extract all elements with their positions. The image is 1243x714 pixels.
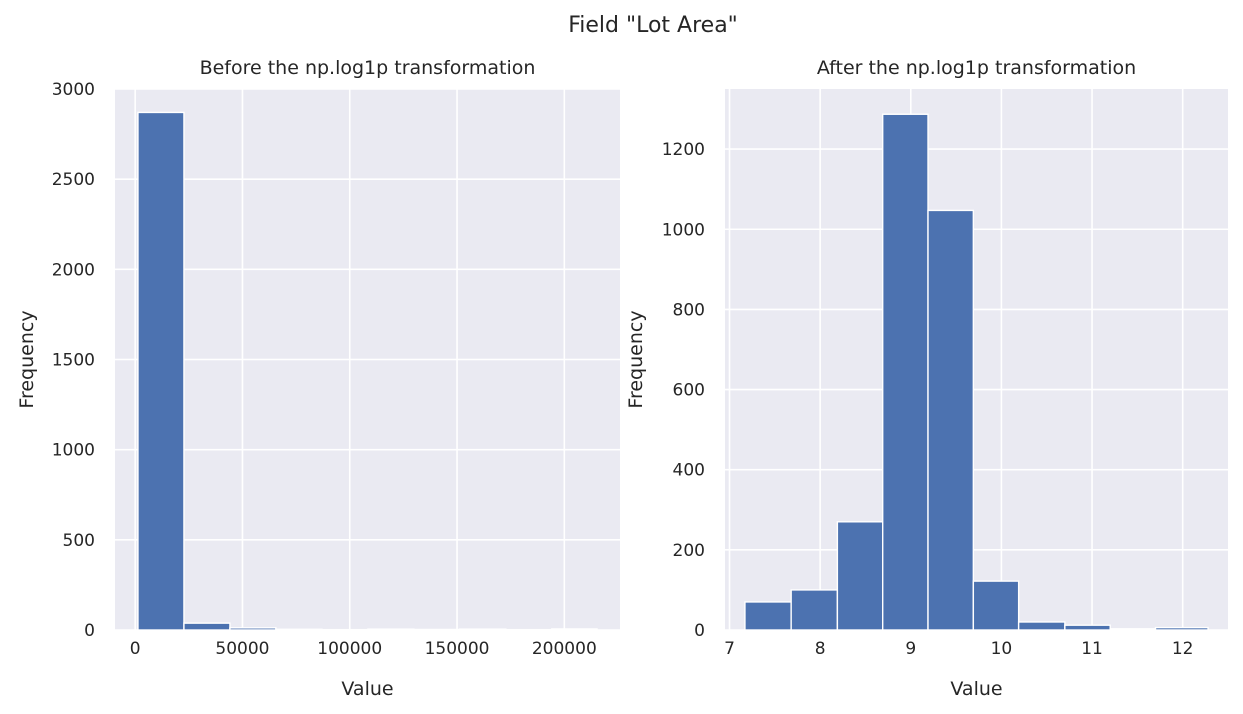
after-x-tick-label: 9 (905, 639, 916, 659)
after-plot-area (725, 89, 1228, 630)
before-chart-title: Before the np.log1p transformation (200, 57, 536, 79)
after-bar (836, 521, 884, 631)
before-bar (367, 628, 415, 631)
before-y-tick-label: 2500 (52, 170, 95, 190)
after-y-tick-label: 1200 (662, 140, 705, 160)
before-y-tick-label: 2000 (52, 260, 95, 280)
after-x-tick-label: 8 (815, 639, 826, 659)
after-y-tick-label: 400 (673, 461, 705, 481)
after-y-axis-label: Frequency (625, 310, 647, 408)
after-bar (1017, 621, 1066, 631)
before-y-tick-label: 3000 (52, 80, 95, 100)
after-y-tick-label: 0 (694, 621, 705, 641)
after-x-axis-label: Value (950, 678, 1002, 700)
before-bar (275, 628, 323, 631)
after-bar (1109, 628, 1157, 631)
after-x-tick-label: 11 (1081, 639, 1103, 659)
after-y-tick-label: 200 (673, 541, 705, 561)
before-bar (413, 628, 461, 631)
before-x-tick-label: 0 (130, 639, 141, 659)
after-bar (1064, 624, 1111, 631)
figure-title: Field "Lot Area" (568, 13, 738, 38)
before-y-tick-label: 500 (63, 531, 95, 551)
after-y-tick-label: 800 (673, 300, 705, 320)
after-chart-title: After the np.log1p transformation (817, 57, 1136, 79)
after-x-tick-label: 10 (991, 639, 1013, 659)
after-bar (744, 601, 792, 631)
before-y-tick-label: 1500 (52, 351, 95, 371)
before-bar (551, 628, 598, 631)
histogram-after: 7 8 9 10 11 12 0 200 400 600 800 1000 1200 After the … (625, 57, 1228, 700)
after-x-tick-label: 7 (724, 639, 735, 659)
before-y-tick-label: 1000 (52, 441, 95, 461)
after-y-tick-label: 1000 (662, 220, 705, 240)
after-bar (927, 209, 975, 631)
before-bar (229, 627, 277, 631)
after-bar (972, 580, 1020, 631)
histogram-before: 0 50000 100000 150000 200000 0 500 1000 1500 2000… (16, 57, 620, 700)
after-bar (881, 113, 929, 631)
after-bar (790, 589, 839, 631)
before-y-axis-label: Frequency (16, 310, 38, 408)
before-x-tick-label: 50000 (215, 639, 269, 659)
after-y-tick-label: 600 (673, 381, 705, 401)
before-x-tick-label: 100000 (317, 639, 382, 659)
before-bar (183, 622, 231, 631)
before-bar (459, 628, 507, 631)
before-x-axis-label: Value (341, 678, 393, 700)
after-bar (1154, 626, 1209, 631)
before-bar (137, 111, 185, 631)
before-x-tick-label: 200000 (532, 639, 597, 659)
after-x-tick-label: 12 (1172, 639, 1194, 659)
before-x-tick-label: 150000 (425, 639, 490, 659)
before-y-tick-label: 0 (84, 621, 95, 641)
